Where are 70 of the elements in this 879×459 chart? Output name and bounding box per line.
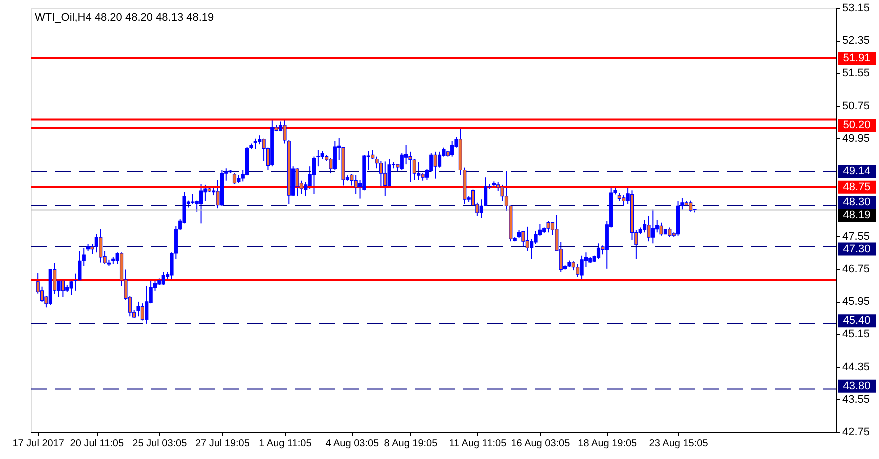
candlestick (296, 168, 300, 197)
ref-line-label: 48.19 (843, 210, 871, 222)
y-tick-label: 45.95 (842, 296, 870, 308)
candlestick (450, 140, 454, 158)
y-tick-label: 47.55 (842, 230, 870, 243)
candlestick (576, 264, 580, 278)
candlestick (522, 230, 526, 248)
y-tick-label: 46.75 (842, 263, 870, 276)
candlestick (689, 200, 693, 212)
x-tick-label: 8 Aug 19:05 (384, 438, 438, 450)
x-tick-label: 1 Aug 11:05 (259, 438, 312, 450)
y-tick-label: 51.55 (842, 68, 870, 80)
x-tick-label: 27 Jul 19:05 (195, 438, 250, 450)
x-tick-label: 23 Aug 15:05 (649, 438, 709, 450)
candlestick (316, 150, 320, 168)
candlestick (404, 144, 408, 166)
ref-line-label: 45.40 (843, 315, 871, 328)
candlestick (145, 286, 149, 324)
candlestick (162, 272, 166, 286)
candlestick (61, 279, 65, 298)
candlestick (199, 184, 204, 224)
x-tick-label: 18 Aug 19:05 (578, 438, 638, 450)
y-tick-label: 42.75 (842, 426, 870, 438)
y-tick-label: 44.35 (842, 361, 870, 374)
x-tick-label: 4 Aug 03:05 (326, 438, 380, 450)
candlestick (70, 280, 74, 296)
candlestick (412, 158, 416, 181)
candlestick (350, 174, 354, 186)
candlestick (668, 227, 672, 238)
ref-line-label: 48.75 (843, 181, 871, 194)
candlestick (354, 174, 358, 195)
candlestick (438, 151, 442, 168)
candlestick (417, 162, 421, 181)
candlestick (254, 138, 258, 150)
candlestick (651, 209, 655, 244)
candlestick (136, 301, 140, 318)
candlestick (379, 160, 383, 188)
candlestick (434, 151, 438, 180)
candlestick (660, 222, 664, 236)
y-tick-label: 45.15 (842, 328, 870, 341)
y-tick-label: 53.15 (842, 2, 870, 14)
candlestick (140, 303, 144, 322)
y-tick-label: 49.95 (842, 132, 870, 145)
candlestick (400, 153, 404, 171)
candlestick (384, 161, 388, 197)
candlestick (232, 173, 237, 185)
ref-line-label: 43.80 (843, 380, 871, 392)
candlestick (312, 156, 316, 195)
candlestick (99, 228, 103, 264)
y-tick-label: 43.55 (842, 394, 870, 406)
x-tick-label: 25 Jul 03:05 (132, 438, 188, 450)
candlestick (580, 255, 584, 282)
candlestick (333, 140, 337, 171)
x-tick-label: 11 Aug 11:05 (449, 438, 508, 450)
ref-line-label: 50.20 (843, 119, 871, 132)
y-tick-label: 52.35 (842, 35, 870, 48)
candlestick (191, 194, 195, 205)
ref-line-label: 48.30 (843, 196, 871, 209)
candlestick (622, 195, 626, 207)
candlestick (546, 220, 550, 234)
candlestick (526, 226, 530, 252)
x-tick-label: 17 Jul 2017 (12, 438, 65, 450)
x-tick-label: 16 Aug 03:05 (511, 438, 571, 450)
ref-line-label: 49.14 (843, 165, 871, 178)
x-tick-label: 20 Jul 11:05 (70, 438, 124, 450)
ref-line-label: 47.30 (843, 243, 871, 256)
candlestick (596, 243, 601, 260)
y-tick-label: 50.75 (842, 100, 870, 112)
chart-title: WTI_Oil,H4 48.20 48.20 48.13 48.19 (35, 12, 214, 24)
ref-line-label: 51.91 (843, 52, 871, 65)
